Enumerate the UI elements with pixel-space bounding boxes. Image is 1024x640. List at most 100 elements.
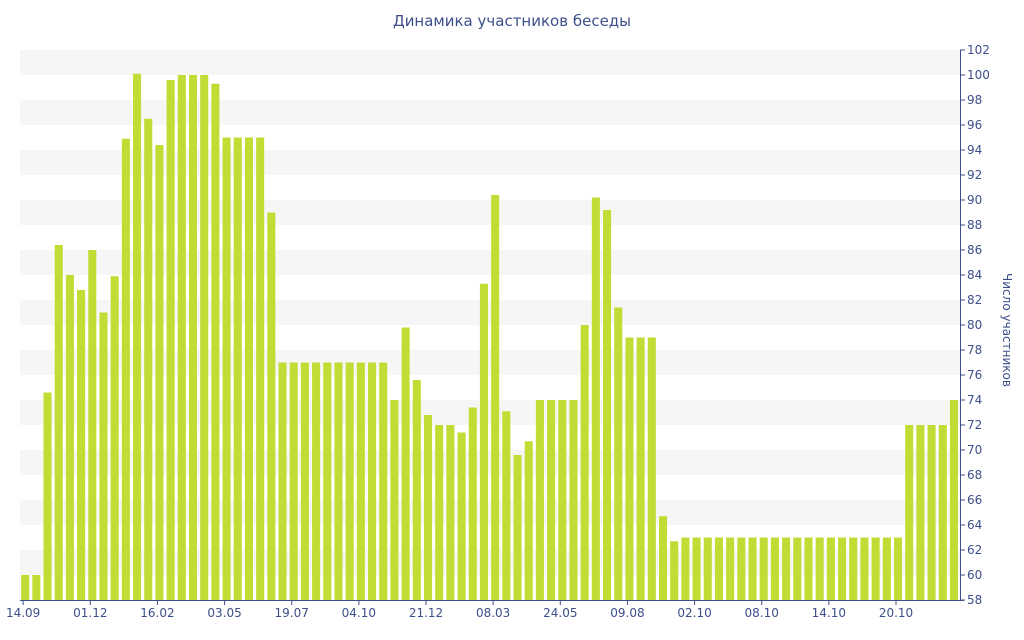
bar xyxy=(368,362,377,600)
bar xyxy=(591,197,600,600)
bar xyxy=(916,425,925,600)
bar xyxy=(849,537,858,600)
grid-band xyxy=(20,50,960,75)
bar xyxy=(804,537,813,600)
y-tick-label: 58 xyxy=(967,593,982,607)
grid-band xyxy=(20,250,960,275)
bar xyxy=(614,307,623,600)
y-tick-label: 98 xyxy=(967,93,982,107)
bar xyxy=(770,537,779,600)
x-tick-label: 19.07 xyxy=(275,606,309,620)
y-tick-label: 86 xyxy=(967,243,982,257)
x-tick-label: 02.10 xyxy=(677,606,711,620)
y-tick-label: 76 xyxy=(967,368,982,382)
bar xyxy=(535,400,544,600)
bar xyxy=(547,400,556,600)
x-tick-label: 03.05 xyxy=(207,606,241,620)
bar xyxy=(782,537,791,600)
bar xyxy=(323,362,332,600)
bar xyxy=(826,537,835,600)
bar xyxy=(748,537,757,600)
bar xyxy=(200,75,209,600)
grid-bands xyxy=(20,50,960,575)
bar xyxy=(658,516,668,600)
grid-band xyxy=(20,400,960,425)
bar xyxy=(681,537,690,600)
bar xyxy=(603,210,612,600)
bar xyxy=(524,441,533,600)
bar xyxy=(479,283,488,600)
bar xyxy=(401,327,410,600)
bar xyxy=(703,537,712,600)
bar xyxy=(446,425,455,600)
y-tick-label: 60 xyxy=(967,568,982,582)
bar xyxy=(379,362,388,600)
bar xyxy=(468,407,477,600)
y-tick-label: 68 xyxy=(967,468,982,482)
x-tick-label: 08.10 xyxy=(745,606,779,620)
x-tick-label: 01.12 xyxy=(73,606,107,620)
y-tick-label: 102 xyxy=(967,43,990,57)
bar xyxy=(21,575,30,600)
bar xyxy=(793,537,802,600)
x-tick-label: 20.10 xyxy=(879,606,913,620)
bar xyxy=(938,425,947,600)
bar xyxy=(457,432,466,600)
y-tick-label: 90 xyxy=(967,193,982,207)
x-tick-label: 16.02 xyxy=(140,606,174,620)
bar xyxy=(300,362,309,600)
bars xyxy=(21,73,958,600)
bar xyxy=(927,425,936,600)
bar xyxy=(558,400,567,600)
y-ticks: 58 60 62 64 66 68 70 72 74 76 78 80 82 84 86 88 90 92 94 96… xyxy=(960,43,990,607)
bar xyxy=(949,400,958,600)
bar xyxy=(737,537,746,600)
bar xyxy=(312,362,321,600)
y-tick-label: 88 xyxy=(967,218,982,232)
bar xyxy=(54,245,63,600)
bar xyxy=(670,541,679,600)
bar xyxy=(905,425,914,600)
x-tick-label: 14.10 xyxy=(812,606,846,620)
x-tick-label: 04.10 xyxy=(342,606,376,620)
x-tick-label: 14.09 xyxy=(6,606,40,620)
x-ticks: 14.09 01.12 16.02 03.05 19.07 04.10 21.12 08.03… xyxy=(6,600,913,620)
grid-band xyxy=(20,200,960,225)
bar xyxy=(423,415,433,600)
y-tick-label: 100 xyxy=(967,68,990,82)
y-tick-label: 94 xyxy=(967,143,982,157)
bar xyxy=(222,137,231,600)
bar xyxy=(569,400,578,600)
bar xyxy=(871,537,880,600)
y-tick-label: 64 xyxy=(967,518,982,532)
bar xyxy=(345,362,354,600)
bar xyxy=(838,537,847,600)
bar xyxy=(356,362,365,600)
y-tick-label: 80 xyxy=(967,318,982,332)
bar xyxy=(491,195,500,600)
y-tick-label: 92 xyxy=(967,168,982,182)
x-tick-label: 24.05 xyxy=(543,606,577,620)
bar xyxy=(882,537,891,600)
bar xyxy=(714,537,723,600)
bar xyxy=(99,312,108,600)
bar xyxy=(726,537,735,600)
bar xyxy=(88,250,97,600)
bar xyxy=(815,537,824,600)
bar xyxy=(390,400,399,600)
bar xyxy=(233,137,242,600)
x-tick-label: 08.03 xyxy=(476,606,510,620)
bar xyxy=(267,212,276,600)
bar xyxy=(412,380,421,600)
bar xyxy=(759,537,768,600)
bar xyxy=(211,83,220,600)
bar xyxy=(647,337,656,600)
x-tick-label: 21.12 xyxy=(409,606,443,620)
bar xyxy=(133,73,142,600)
bar xyxy=(188,75,198,600)
bar xyxy=(625,337,634,600)
bar xyxy=(580,325,589,600)
bar xyxy=(121,138,130,600)
bar xyxy=(166,80,175,600)
